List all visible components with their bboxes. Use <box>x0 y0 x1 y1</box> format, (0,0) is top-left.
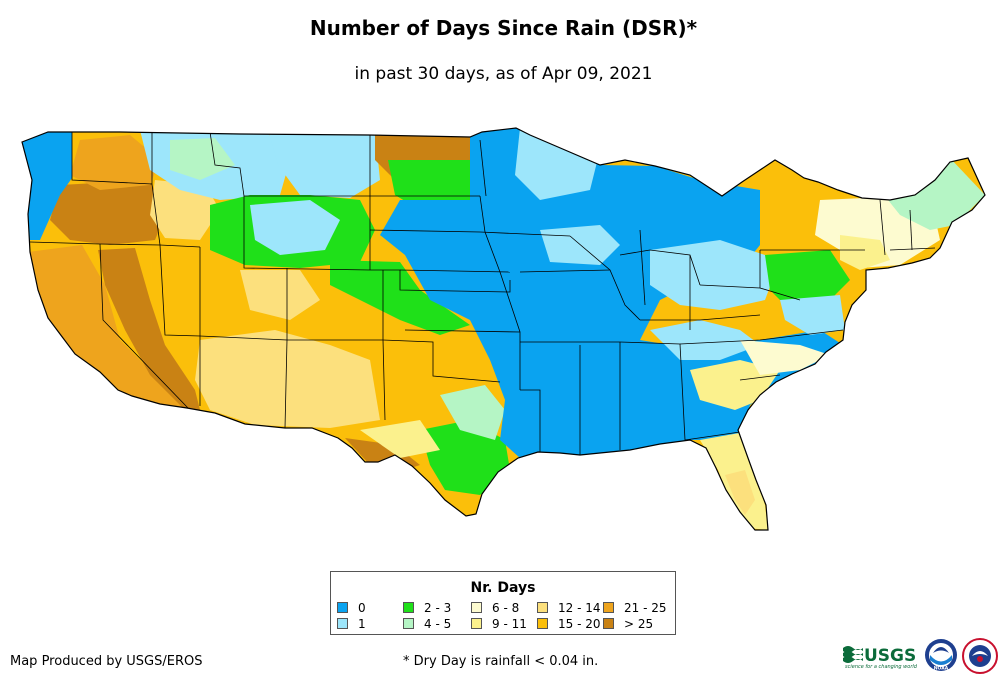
map-subtitle: in past 30 days, as of Apr 09, 2021 <box>354 64 653 84</box>
legend-swatch <box>537 618 548 629</box>
legend-label: 12 - 14 <box>558 601 601 615</box>
legend-swatch <box>337 618 348 629</box>
legend-swatch <box>471 618 482 629</box>
legend-title: Nr. Days <box>470 580 536 596</box>
legend-label: 0 <box>358 601 366 615</box>
legend-item: 12 - 14 <box>537 602 601 614</box>
legend-swatch <box>403 618 414 629</box>
legend-label: 6 - 8 <box>492 601 520 615</box>
legend-item: 21 - 25 <box>603 602 667 614</box>
legend-item: 15 - 20 <box>537 618 601 630</box>
usgs-logo: USGS science for a changing world <box>843 646 918 670</box>
footnote-text: * Dry Day is rainfall < 0.04 in. <box>403 654 599 669</box>
legend-label: > 25 <box>624 617 654 631</box>
legend-item: 2 - 3 <box>403 602 451 614</box>
legend-item: 9 - 11 <box>471 618 527 630</box>
noaa-logo: NOAA <box>925 639 957 672</box>
credit-text: Map Produced by USGS/EROS <box>10 654 203 669</box>
usgs-tagline: science for a changing world <box>845 664 918 670</box>
legend-swatch <box>471 602 482 613</box>
legend-item: 6 - 8 <box>471 602 519 614</box>
legend-item: 4 - 5 <box>403 618 451 630</box>
legend-swatch <box>403 602 414 613</box>
legend-label: 21 - 25 <box>624 601 667 615</box>
legend-label: 15 - 20 <box>558 617 601 631</box>
legend-label: 2 - 3 <box>424 601 452 615</box>
legend-item: > 25 <box>603 618 653 630</box>
legend-swatch <box>603 602 614 613</box>
legend: Nr. Days 0 1 2 - 3 4 - 5 6 - 8 9 - 11 12… <box>330 571 676 635</box>
map-title: Number of Days Since Rain (DSR)* <box>309 16 698 40</box>
legend-item: 1 <box>337 618 366 630</box>
usgs-logo-text: USGS <box>864 646 916 666</box>
nws-logo <box>962 638 998 674</box>
legend-swatch <box>337 602 348 613</box>
legend-swatch <box>537 602 548 613</box>
noaa-logo-text: NOAA <box>934 666 949 672</box>
legend-swatch <box>603 618 614 629</box>
legend-item: 0 <box>337 602 366 614</box>
legend-label: 9 - 11 <box>492 617 527 631</box>
us-dsr-map <box>21 127 986 531</box>
legend-label: 4 - 5 <box>424 617 452 631</box>
legend-label: 1 <box>358 617 366 631</box>
